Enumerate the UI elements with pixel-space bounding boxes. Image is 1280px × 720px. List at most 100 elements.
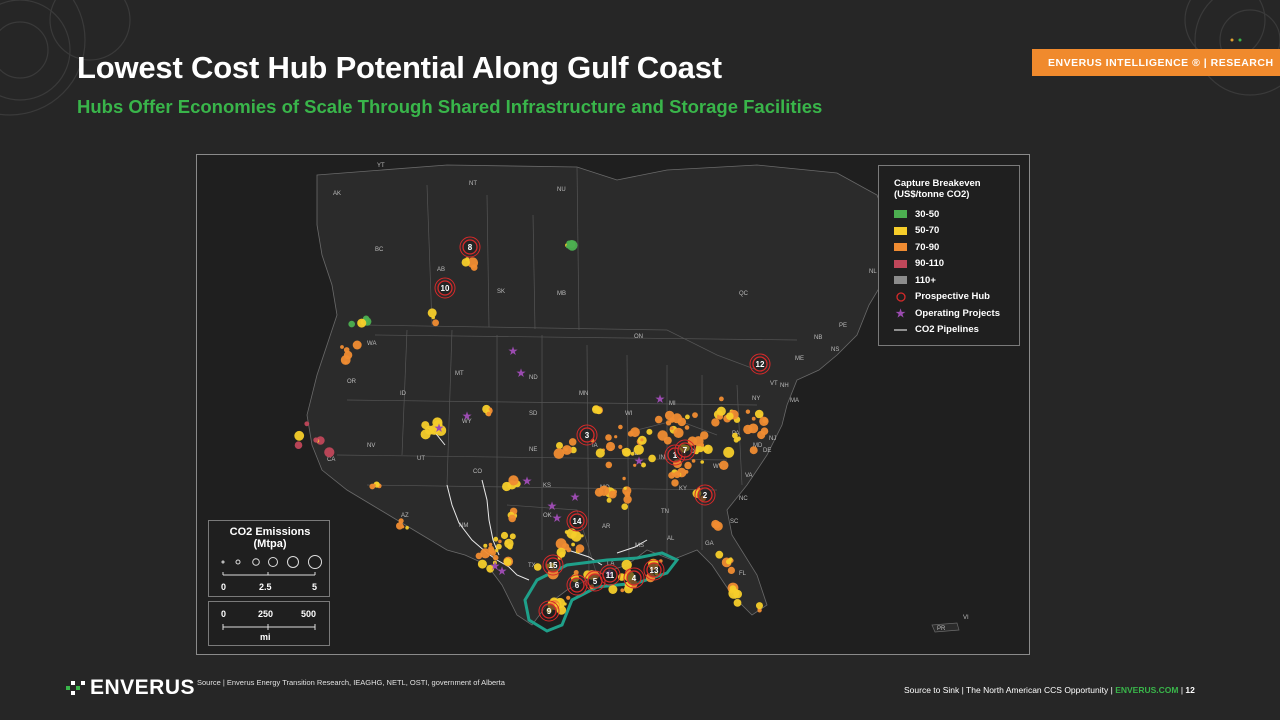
legend-item-50-70: 50-70 — [894, 223, 1019, 240]
region-label: TX — [528, 563, 536, 569]
emission-source-dot — [571, 542, 575, 547]
emission-source-dot — [488, 545, 494, 552]
prospective-hub-10: 10 — [434, 277, 456, 299]
prospective-hub-9: 9 — [538, 600, 560, 622]
operating-project-star-icon: ★ — [497, 564, 508, 578]
emission-source-dot — [716, 406, 726, 416]
prospective-hub-11: 11 — [599, 564, 621, 586]
landmass — [306, 164, 898, 626]
legend-item-operating-projects: ★ Operating Projects — [894, 305, 1019, 322]
emission-source-dot — [595, 448, 605, 458]
legend-item-90-110: 90-110 — [894, 256, 1019, 273]
hub-number: 6 — [575, 581, 580, 590]
prospective-hub-7: 7 — [674, 439, 696, 461]
legend-label: 50-70 — [915, 225, 940, 237]
region-label: PE — [839, 323, 847, 329]
emission-source-dot — [498, 539, 502, 544]
region-label: AR — [602, 524, 611, 530]
page-subtitle: Hubs Offer Economies of Scale Through Sh… — [77, 96, 823, 117]
emission-source-dot — [618, 444, 623, 449]
scale-tick: 0 — [221, 609, 227, 619]
footer-doc-title: Source to Sink | The North American CCS … — [904, 685, 1116, 695]
emission-source-dot — [396, 522, 404, 530]
emission-source-dot — [726, 558, 732, 565]
prospective-hub-6: 6 — [566, 574, 588, 596]
region-label: WA — [367, 341, 376, 347]
emission-source-dot — [313, 437, 319, 443]
emission-source-dot — [605, 441, 616, 452]
emission-source-dot — [492, 554, 499, 561]
emission-source-dot — [684, 461, 692, 470]
emission-source-dot — [751, 416, 756, 421]
hub-number: 7 — [683, 446, 688, 455]
emission-source-dot — [622, 447, 631, 457]
operating-project-star-icon: ★ — [516, 366, 527, 380]
emission-source-dot — [669, 417, 675, 423]
emission-source-dot — [304, 421, 310, 427]
emission-source-dot — [663, 436, 672, 445]
emission-source-dot — [508, 514, 516, 523]
operating-project-star-icon: ★ — [634, 454, 645, 468]
region-label: VI — [963, 615, 969, 621]
legend-label: Operating Projects — [915, 307, 1000, 319]
emission-source-dot — [571, 531, 582, 542]
region-label: ME — [795, 356, 804, 362]
emission-source-dot — [502, 481, 512, 492]
hub-number: 12 — [756, 360, 765, 369]
scale-line — [222, 624, 316, 630]
swatch — [894, 276, 907, 285]
emission-source-dot — [357, 318, 367, 328]
region-label: NL — [869, 269, 877, 275]
emission-source-dot — [344, 361, 348, 365]
emission-source-dot — [352, 340, 362, 350]
emission-source-dot — [533, 563, 542, 571]
logo-mark-icon — [66, 681, 88, 695]
prospective-hub-14: 14 — [566, 510, 588, 532]
emission-source-dot — [623, 495, 632, 504]
emission-source-dot — [618, 424, 623, 430]
emission-source-dot — [729, 585, 737, 592]
hub-number: 3 — [585, 431, 590, 440]
region-label: CO — [473, 469, 482, 475]
star-icon: ★ — [895, 307, 906, 320]
footer-site-link[interactable]: ENVERUS.COM — [1115, 685, 1179, 695]
legend-item-70-90: 70-90 — [894, 239, 1019, 256]
emission-source-dot — [465, 257, 470, 262]
hub-number: 14 — [573, 517, 582, 526]
region-label: PR — [937, 626, 946, 632]
scale-tick: 500 — [301, 609, 317, 619]
emission-source-dot — [398, 518, 404, 524]
emission-source-dot — [509, 533, 516, 540]
emission-source-dot — [719, 460, 729, 470]
hub-number: 15 — [549, 561, 558, 570]
region-label: MI — [669, 401, 676, 407]
region-label: TN — [661, 509, 669, 515]
region-label: VA — [745, 473, 753, 479]
pipeline-line-icon — [894, 328, 907, 332]
tick-label: 0 — [221, 582, 227, 592]
emission-source-dot — [700, 460, 704, 464]
region-label: MN — [579, 391, 588, 397]
operating-project-star-icon: ★ — [522, 474, 533, 488]
emission-source-dot — [641, 462, 646, 468]
emission-source-dot — [608, 585, 618, 594]
legend-item-pipelines: CO2 Pipelines — [894, 322, 1019, 339]
operating-project-star-icon: ★ — [547, 499, 558, 513]
hub-number: 8 — [468, 243, 473, 252]
enverus-logo: ENVERUS — [66, 676, 195, 700]
emission-source-dot — [633, 463, 637, 467]
region-label: WV — [713, 464, 723, 470]
region-label: IL — [633, 451, 639, 457]
region-label: FL — [739, 571, 747, 577]
region-label: NT — [469, 181, 477, 187]
region-label: MA — [790, 398, 799, 404]
emission-source-dot — [570, 446, 577, 454]
emission-source-dot — [477, 559, 487, 569]
region-label: NC — [739, 496, 748, 502]
emission-source-dot — [488, 407, 492, 411]
region-labels: YT NT NU AK BC AB SK MB QC ON NL PE NB N… — [327, 163, 969, 632]
emission-source-dot — [486, 411, 492, 417]
emission-source-dot — [621, 559, 632, 571]
emission-source-dot — [480, 548, 491, 559]
emission-source-dot — [726, 412, 734, 421]
